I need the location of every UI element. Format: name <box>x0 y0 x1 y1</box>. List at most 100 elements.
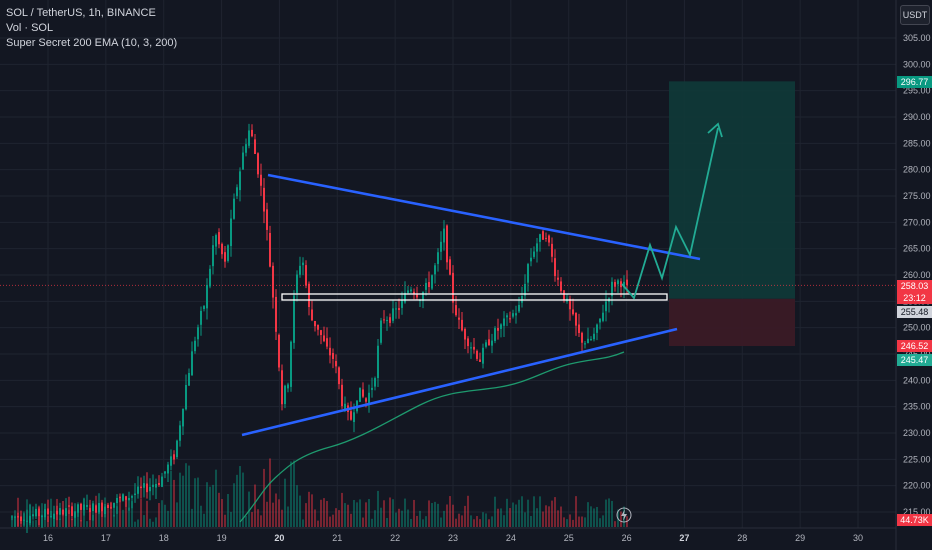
candle-body <box>173 454 175 459</box>
volume-bar <box>215 470 217 527</box>
candle-body <box>140 487 142 488</box>
volume-bar <box>152 522 154 527</box>
volume-bar <box>557 510 559 527</box>
candle-body <box>467 338 469 346</box>
volume-bar <box>206 482 208 527</box>
candle-body <box>617 280 619 284</box>
candle-body <box>233 199 235 219</box>
ema-indicator-label[interactable]: Super Secret 200 EMA (10, 3, 200) <box>6 36 177 51</box>
volume-bar <box>257 509 259 527</box>
volume-bar <box>200 506 202 527</box>
candle-body <box>479 360 481 362</box>
time-axis-label: 18 <box>159 533 169 543</box>
price-axis-label: 220.00 <box>903 481 931 491</box>
volume-bar <box>500 508 502 527</box>
volume-bar <box>320 500 322 527</box>
candle-body <box>413 292 415 294</box>
volume-bar <box>191 509 193 527</box>
price-axis-label: 275.00 <box>903 191 931 201</box>
candle-body <box>590 339 592 340</box>
candle-body <box>296 275 298 293</box>
candle-body <box>416 295 418 298</box>
price-axis-label: 240.00 <box>903 375 931 385</box>
candle-body <box>476 351 478 359</box>
candle-body <box>188 373 190 386</box>
candle-body <box>548 236 550 243</box>
volume-bar <box>575 496 577 527</box>
volume-bar <box>155 517 157 527</box>
candle-body <box>122 494 124 501</box>
candle-body <box>203 306 205 309</box>
volume-bar <box>572 520 574 527</box>
candle-body <box>146 484 148 493</box>
volume-bar <box>383 500 385 527</box>
volume-bar <box>395 513 397 527</box>
candle-body <box>95 505 97 512</box>
volume-indicator-label[interactable]: Vol · SOL <box>6 21 177 36</box>
volume-bars <box>11 458 628 527</box>
volume-bar <box>446 505 448 527</box>
volume-bar <box>86 521 88 527</box>
candle-body <box>287 384 289 388</box>
volume-bar <box>608 498 610 527</box>
candle-body <box>245 144 247 153</box>
candle-body <box>89 508 91 512</box>
candle-body <box>581 333 583 343</box>
candle-body <box>389 317 391 323</box>
time-axis-label: 24 <box>506 533 516 543</box>
volume-bar <box>509 508 511 527</box>
candle-body <box>320 330 322 335</box>
candle-body <box>494 328 496 341</box>
candle-body <box>311 310 313 321</box>
volume-bar <box>530 516 532 527</box>
candle-body <box>458 318 460 320</box>
volume-bar <box>593 508 595 527</box>
candle-body <box>362 389 364 396</box>
volume-bar <box>419 511 421 527</box>
volume-bar <box>614 521 616 527</box>
volume-bar <box>443 511 445 527</box>
volume-bar <box>551 501 553 527</box>
candle-body <box>86 505 88 507</box>
candle-body <box>131 496 133 498</box>
volume-bar <box>374 510 376 527</box>
candle-body <box>221 244 223 254</box>
candle-body <box>425 283 427 290</box>
volume-bar <box>494 497 496 527</box>
candle-body <box>299 266 301 275</box>
volume-bar <box>578 517 580 527</box>
candle-body <box>35 509 37 516</box>
candle-body <box>68 505 70 506</box>
volume-bar <box>281 510 283 527</box>
volume-bar <box>398 509 400 527</box>
candle-body <box>350 411 352 420</box>
candle-body <box>257 153 259 174</box>
candle-body <box>41 516 43 517</box>
volume-bar <box>113 515 115 527</box>
volume-bar <box>425 516 427 527</box>
upper-trendline <box>268 175 700 259</box>
volume-bar <box>413 500 415 527</box>
volume-bar <box>422 519 424 527</box>
volume-bar <box>356 502 358 527</box>
candle-body <box>536 243 538 251</box>
candle-body <box>59 508 61 515</box>
volume-bar <box>272 503 274 527</box>
candle-body <box>332 353 334 359</box>
candle-body <box>464 329 466 340</box>
volume-bar <box>539 496 541 527</box>
candle-body <box>185 385 187 409</box>
candle-body <box>242 153 244 170</box>
candle-body <box>158 483 160 485</box>
symbol-info[interactable]: SOL / TetherUS, 1h, BINANCE <box>6 6 177 21</box>
candle-body <box>266 209 268 230</box>
volume-bar <box>434 502 436 527</box>
volume-bar <box>338 510 340 527</box>
candle-body <box>71 506 73 516</box>
volume-bar <box>371 519 373 527</box>
volume-bar <box>473 519 475 527</box>
volume-bar <box>317 521 319 527</box>
currency-button[interactable]: USDT <box>900 5 930 25</box>
volume-bar <box>314 509 316 527</box>
